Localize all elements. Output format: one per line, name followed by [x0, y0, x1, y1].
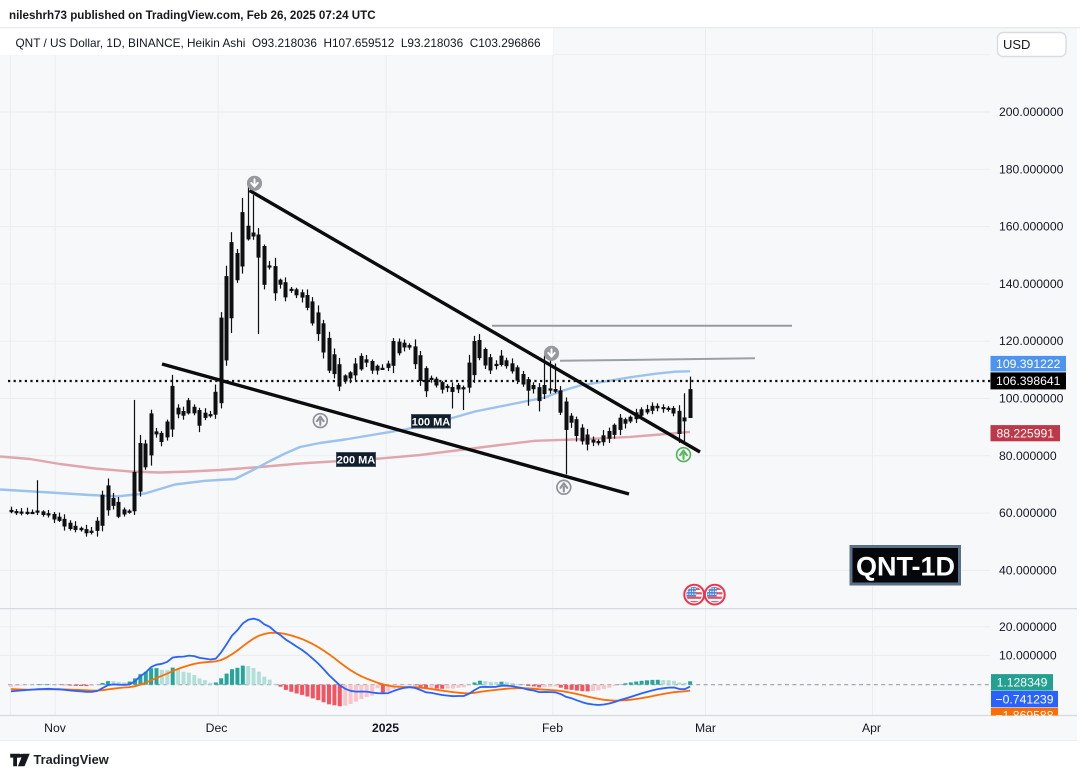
svg-text:nileshrh73 published on Tradin: nileshrh73 published on TradingView.com,…: [9, 9, 376, 22]
svg-text:20.000000: 20.000000: [999, 620, 1057, 634]
svg-text:QNT / US Dollar, 1D, BINANCE,: QNT / US Dollar, 1D, BINANCE, Heikin Ash…: [16, 36, 542, 50]
svg-text:TradingView: TradingView: [34, 752, 109, 767]
svg-text:80.000000: 80.000000: [999, 449, 1057, 463]
svg-text:−1.869588: −1.869588: [996, 709, 1054, 723]
svg-text:−0.741239: −0.741239: [996, 692, 1054, 706]
svg-text:10.000000: 10.000000: [999, 648, 1057, 662]
svg-text:USD: USD: [1003, 37, 1030, 52]
svg-text:106.398641: 106.398641: [996, 374, 1061, 388]
svg-text:40.000000: 40.000000: [999, 563, 1057, 577]
svg-text:60.000000: 60.000000: [999, 506, 1057, 520]
svg-text:180.000000: 180.000000: [999, 162, 1064, 176]
svg-text:Feb: Feb: [542, 721, 563, 735]
svg-text:140.000000: 140.000000: [999, 277, 1064, 291]
svg-text:100.000000: 100.000000: [999, 392, 1064, 406]
svg-text:100 MA: 100 MA: [412, 416, 451, 428]
svg-text:Mar: Mar: [695, 721, 716, 735]
svg-text:2025: 2025: [372, 721, 399, 735]
svg-text:109.391222: 109.391222: [996, 357, 1061, 371]
svg-text:1.128349: 1.128349: [997, 676, 1048, 690]
svg-text:200.000000: 200.000000: [999, 105, 1064, 119]
svg-text:88.225991: 88.225991: [996, 426, 1054, 440]
svg-text:Apr: Apr: [862, 721, 881, 735]
svg-text:Dec: Dec: [206, 721, 228, 735]
svg-text:160.000000: 160.000000: [999, 220, 1064, 234]
svg-text:200 MA: 200 MA: [337, 455, 376, 467]
svg-text:QNT-1D: QNT-1D: [856, 552, 955, 582]
svg-text:120.000000: 120.000000: [999, 334, 1064, 348]
svg-text:Nov: Nov: [44, 721, 67, 735]
